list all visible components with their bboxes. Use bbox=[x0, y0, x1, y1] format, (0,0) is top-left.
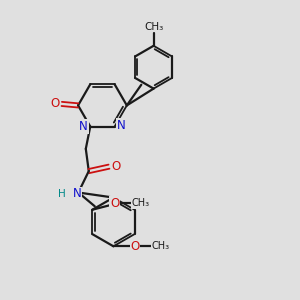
Text: CH₃: CH₃ bbox=[152, 241, 170, 251]
Text: O: O bbox=[110, 197, 119, 210]
Text: O: O bbox=[51, 98, 60, 110]
Text: CH₃: CH₃ bbox=[131, 198, 149, 208]
Text: O: O bbox=[111, 160, 120, 173]
Text: H: H bbox=[58, 189, 66, 199]
Text: O: O bbox=[130, 240, 140, 253]
Text: N: N bbox=[117, 118, 125, 131]
Text: N: N bbox=[79, 120, 88, 133]
Text: N: N bbox=[73, 188, 81, 200]
Text: CH₃: CH₃ bbox=[144, 22, 163, 32]
